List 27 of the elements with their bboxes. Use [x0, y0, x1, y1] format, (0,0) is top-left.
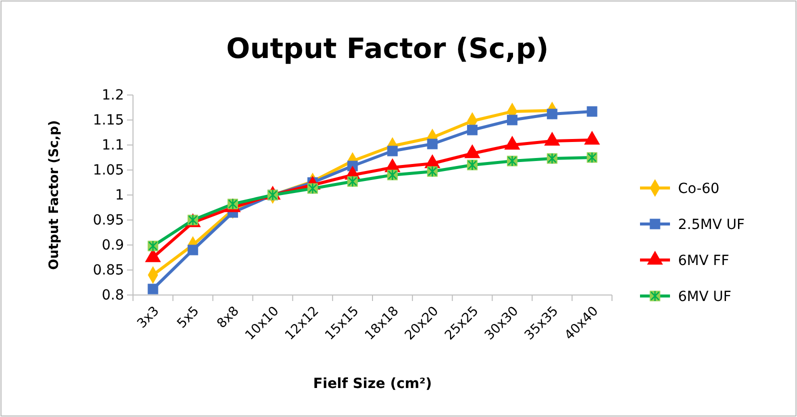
- y-tick-label: 0.85: [92, 262, 124, 278]
- x-tick-label: 8x8: [214, 304, 242, 332]
- legend-label: 6MV UF: [678, 289, 732, 305]
- point: [427, 138, 438, 150]
- point: [148, 284, 158, 294]
- point: [546, 108, 558, 120]
- legend-label: 2.5MV UF: [678, 217, 745, 233]
- point: [387, 146, 398, 156]
- x-axis-title: Fielf Size (cm²): [313, 376, 432, 392]
- point: [467, 124, 478, 136]
- y-tick-label: 1.2: [102, 87, 124, 104]
- y-axis-title: Output Factor (Sc,p): [47, 120, 62, 270]
- legend-label: 6MV FF: [678, 253, 730, 269]
- chart-title: Output Factor (Sc,p): [226, 32, 549, 65]
- y-tick-label: 1.05: [92, 162, 124, 178]
- y-tick-label: 0.8: [102, 287, 124, 304]
- point: [188, 244, 198, 256]
- x-tick-label: 3x3: [134, 304, 162, 332]
- x-tick-label: 5x5: [174, 304, 202, 332]
- y-tick-label: 0.95: [92, 212, 124, 228]
- y-tick-label: 1: [115, 187, 124, 204]
- y-tick-label: 0.9: [102, 237, 124, 254]
- point: [586, 106, 598, 117]
- y-tick-label: 1.15: [92, 112, 124, 128]
- y-tick-label: 1.1: [102, 137, 124, 154]
- legend-label: Co-60: [678, 181, 720, 197]
- point: [506, 114, 518, 126]
